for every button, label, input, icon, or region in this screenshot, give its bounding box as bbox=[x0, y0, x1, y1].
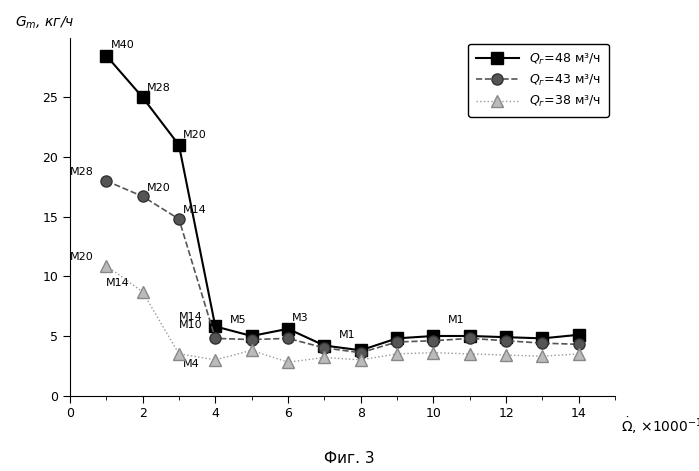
Text: M1: M1 bbox=[339, 330, 356, 340]
Text: M20: M20 bbox=[70, 252, 94, 262]
Text: M20: M20 bbox=[183, 130, 207, 140]
Text: M20: M20 bbox=[147, 183, 171, 193]
Text: M3: M3 bbox=[292, 313, 309, 323]
Text: M14: M14 bbox=[106, 278, 130, 288]
Text: M5: M5 bbox=[230, 315, 247, 325]
Text: Фиг. 3: Фиг. 3 bbox=[324, 451, 375, 466]
Text: M40: M40 bbox=[110, 40, 134, 49]
Text: $G_m$, кг/ч: $G_m$, кг/ч bbox=[15, 14, 75, 31]
Text: M1: M1 bbox=[448, 315, 465, 325]
Text: M14: M14 bbox=[183, 205, 207, 215]
Text: $\dot{\Omega}$, $\times$1000$^{-1}$: $\dot{\Omega}$, $\times$1000$^{-1}$ bbox=[621, 415, 699, 436]
Text: M28: M28 bbox=[147, 82, 171, 93]
Text: M28: M28 bbox=[70, 167, 94, 177]
Text: M14: M14 bbox=[179, 312, 203, 322]
Text: M10: M10 bbox=[179, 320, 203, 330]
Text: M4: M4 bbox=[183, 359, 200, 369]
Legend: $Q_г$=48 м³/ч, $Q_г$=43 м³/ч, $Q_г$=38 м³/ч: $Q_г$=48 м³/ч, $Q_г$=43 м³/ч, $Q_г$=38 м… bbox=[468, 44, 609, 117]
